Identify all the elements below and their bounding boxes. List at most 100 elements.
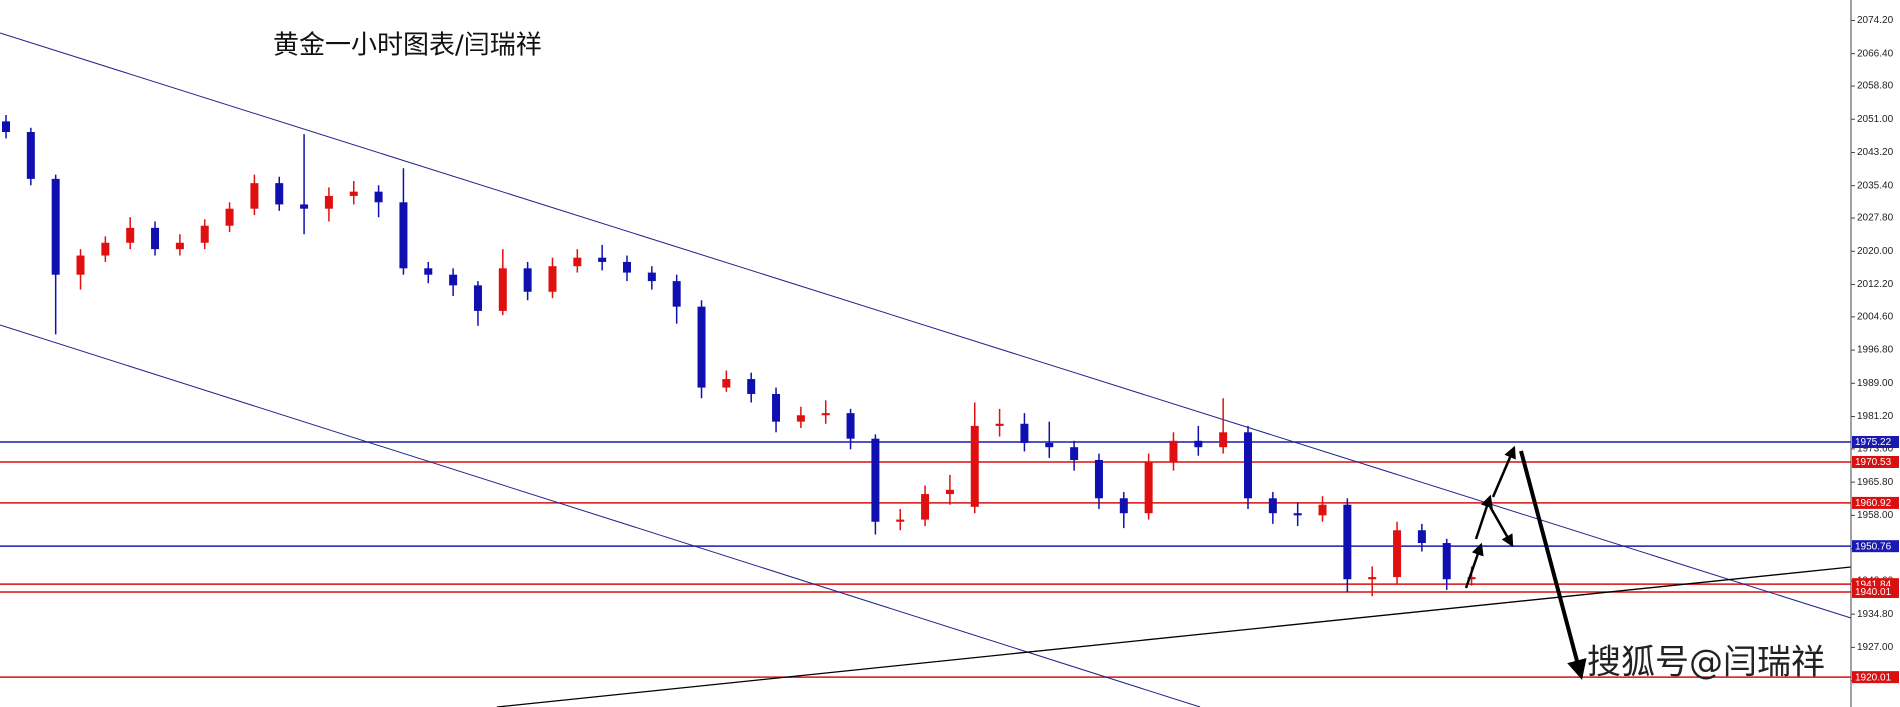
candle-body (1417, 530, 1426, 544)
candle-body (1318, 504, 1327, 516)
candle-body (1194, 440, 1203, 448)
level-label: 1975.22 (1855, 437, 1892, 448)
candle-body (2, 121, 10, 133)
candle-body (846, 413, 855, 439)
watermark: 搜狐号@闫瑞祥 (1587, 643, 1825, 683)
y-tick-label: 1965.80 (1857, 477, 1894, 488)
candle-body (275, 183, 284, 205)
candle-body (598, 257, 607, 262)
candle-body (647, 272, 656, 282)
candle-body (1169, 440, 1178, 463)
candle-body (896, 519, 905, 522)
candle-body (250, 183, 259, 209)
y-tick-label: 1981.20 (1857, 411, 1894, 422)
y-tick-label: 1927.00 (1857, 642, 1894, 653)
level-label: 1950.76 (1855, 541, 1892, 552)
level-tag (1852, 436, 1899, 449)
y-tick-label: 1934.80 (1857, 609, 1894, 620)
y-tick-label: 2051.00 (1857, 114, 1894, 125)
y-tick-label: 1989.00 (1857, 378, 1894, 389)
y-tick-label: 2035.40 (1857, 180, 1894, 191)
candle-body (101, 242, 110, 256)
candle-body (498, 268, 507, 311)
candle-body (1393, 530, 1402, 578)
channel-lower (0, 324, 1201, 707)
arrow (1519, 450, 1587, 680)
candle-body (151, 227, 160, 250)
candle-body (126, 227, 135, 243)
level-tag (1852, 496, 1899, 509)
candle-body (921, 494, 930, 520)
candle-body (473, 285, 482, 311)
candle-body (349, 191, 358, 196)
candle-body (200, 225, 209, 243)
candle-body (175, 242, 184, 250)
candle-body (871, 438, 880, 522)
arrow (1464, 542, 1484, 589)
candle-body (1268, 498, 1277, 514)
candle-body (945, 489, 954, 495)
candle-body (26, 132, 35, 179)
candle-body (1343, 504, 1352, 580)
candle-body (300, 204, 309, 209)
arrow (1486, 502, 1514, 548)
level-label: 1960.92 (1855, 498, 1892, 509)
candle-body (747, 379, 756, 394)
chart-title: 黄金一小时图表/闫瑞祥 (273, 31, 542, 61)
candle-body (672, 281, 681, 307)
y-tick-label: 2074.20 (1857, 15, 1894, 26)
candle-body (225, 208, 234, 226)
candle-body (1219, 432, 1228, 448)
candle-body (1070, 447, 1079, 460)
y-tick-label: 2043.20 (1857, 147, 1894, 158)
y-tick-label: 2004.60 (1857, 312, 1894, 323)
candle-body (51, 178, 60, 275)
level-label: 1970.53 (1855, 457, 1892, 468)
axis-labels: 2074.20 2066.40 2058.80 2051.00 2043.20 2035.… (1851, 15, 1899, 686)
level-tag (1852, 540, 1899, 553)
y-tick-label: 2058.80 (1857, 81, 1894, 92)
candle-body (523, 268, 532, 292)
candle-body (796, 415, 805, 422)
candle-body (76, 255, 85, 275)
candle-body (1119, 498, 1128, 514)
channel-upper (0, 32, 1852, 619)
candle-body (449, 274, 458, 286)
level-label: 1920.01 (1855, 672, 1892, 683)
level-label: 1941.84 (1855, 579, 1892, 590)
candle-body (1244, 432, 1252, 499)
candle-body (1293, 513, 1302, 516)
candle-body (324, 195, 333, 209)
y-tick-label: 2027.80 (1857, 213, 1894, 224)
level-tag (1852, 585, 1899, 598)
candles (2, 114, 1476, 597)
candle-body (722, 379, 731, 388)
candle-body (548, 266, 557, 292)
y-tick-label: 1996.80 (1857, 345, 1894, 356)
candle-body (1144, 462, 1153, 514)
y-tick-label: 1958.00 (1857, 510, 1894, 521)
candle-body (623, 261, 631, 273)
candle-body (697, 306, 706, 388)
level-tag (1852, 455, 1899, 468)
candle-body (772, 393, 781, 422)
candle-body (821, 413, 830, 416)
candle-body (1442, 543, 1451, 580)
level-label: 1940.01 (1855, 587, 1892, 598)
candle-body (374, 191, 383, 203)
candle-body (424, 268, 433, 275)
support-line (496, 566, 1852, 707)
candle-body (1467, 577, 1476, 580)
y-tick-label: 2012.20 (1857, 279, 1894, 290)
y-tick-label: 1973.60 (1857, 444, 1894, 455)
y-tick-label: 2066.40 (1857, 48, 1894, 59)
candle-body (399, 202, 408, 269)
arrows (1464, 445, 1587, 680)
candle-body (1045, 442, 1054, 448)
level-tag (1852, 671, 1899, 684)
arrow (1491, 445, 1516, 498)
candle-body (995, 423, 1004, 426)
